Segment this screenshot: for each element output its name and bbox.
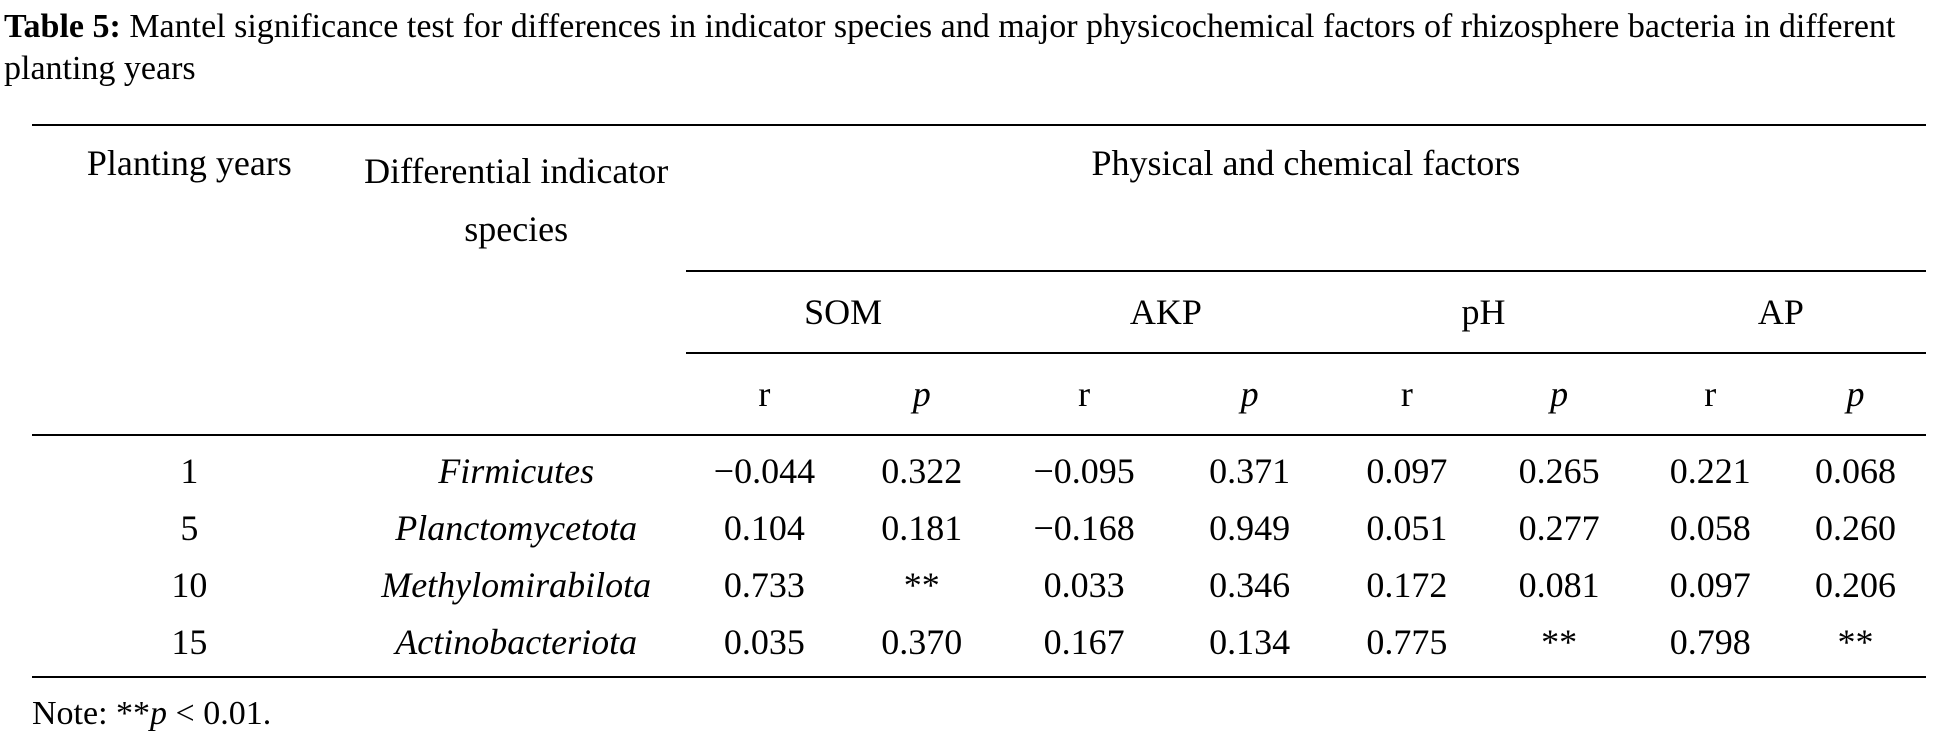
cell-value: 0.097 (1669, 564, 1751, 605)
header-p: p (1482, 353, 1636, 436)
cell-value: 0.733 (723, 564, 805, 605)
cell-species: Firmicutes (438, 450, 595, 491)
caption-text: Mantel significance test for differences… (4, 8, 1896, 87)
table-row: 1 Firmicutes −0.044 0.322 −0.095 0.371 0… (32, 435, 1926, 499)
cell-value: 0.265 (1518, 450, 1600, 491)
cell-value: 0.081 (1518, 564, 1600, 605)
header-factor-ph: pH (1331, 271, 1636, 354)
header-group: Physical and chemical factors (685, 125, 1926, 272)
cell-value: 0.167 (1043, 621, 1125, 662)
cell-year: 5 (180, 507, 199, 548)
header-factor-akp: AKP (1000, 271, 1332, 354)
caption-label: Table 5: (4, 8, 121, 45)
header-factor-som: SOM (685, 271, 1001, 354)
cell-value: 0.346 (1209, 564, 1291, 605)
header-p: p (1784, 353, 1926, 436)
table-note: Note: **p < 0.01. (32, 694, 271, 734)
cell-value: 0.104 (723, 507, 805, 548)
cell-value: −0.168 (1033, 507, 1135, 548)
cell-value: ** (903, 564, 940, 605)
cell-value: 0.775 (1366, 621, 1448, 662)
cell-value: 0.172 (1366, 564, 1448, 605)
cell-value: −0.095 (1033, 450, 1135, 491)
cell-value: 0.035 (723, 621, 805, 662)
cell-value: 0.370 (881, 621, 963, 662)
cell-value: 0.277 (1518, 507, 1600, 548)
cell-value: 0.206 (1814, 564, 1896, 605)
cell-value: 0.068 (1814, 450, 1896, 491)
header-r: r (1000, 353, 1168, 436)
header-p: p (1167, 353, 1332, 436)
header-planting-years: Planting years (32, 125, 347, 436)
cell-value: 0.371 (1209, 450, 1291, 491)
cell-value: 0.322 (881, 450, 963, 491)
cell-value: 0.260 (1814, 507, 1896, 548)
header-p: p (843, 353, 1001, 436)
cell-value: 0.798 (1669, 621, 1751, 662)
data-table: Planting years Differential indicator sp… (32, 124, 1926, 678)
cell-value: 0.051 (1366, 507, 1448, 548)
table-row: 15 Actinobacteriota 0.035 0.370 0.167 0.… (32, 613, 1926, 677)
header-r: r (685, 353, 844, 436)
table-row: 10 Methylomirabilota 0.733 ** 0.033 0.34… (32, 556, 1926, 613)
cell-year: 10 (171, 564, 208, 605)
cell-value: 0.033 (1043, 564, 1125, 605)
note-p-symbol: p (150, 695, 168, 732)
header-r: r (1331, 353, 1483, 436)
header-factor-ap: AP (1635, 271, 1926, 354)
cell-value: 0.097 (1366, 450, 1448, 491)
cell-value: −0.044 (713, 450, 816, 491)
cell-year: 1 (180, 450, 199, 491)
cell-value: 0.134 (1209, 621, 1291, 662)
header-r: r (1635, 353, 1785, 436)
cell-species: Planctomycetota (395, 507, 638, 548)
note-suffix: < 0.01. (167, 695, 272, 732)
header-species: Differential indicator species (346, 125, 686, 436)
cell-value: 0.181 (881, 507, 963, 548)
cell-value: ** (1541, 621, 1578, 662)
cell-species: Methylomirabilota (381, 564, 652, 605)
cell-year: 15 (171, 621, 208, 662)
note-prefix: Note: ** (32, 695, 151, 732)
cell-species: Actinobacteriota (395, 621, 638, 662)
cell-value: 0.058 (1669, 507, 1751, 548)
cell-value: 0.221 (1669, 450, 1751, 491)
cell-value: ** (1837, 621, 1874, 662)
table-row: 5 Planctomycetota 0.104 0.181 −0.168 0.9… (32, 499, 1926, 556)
table-caption: Table 5: Mantel significance test for di… (4, 6, 1949, 90)
cell-value: 0.949 (1209, 507, 1291, 548)
